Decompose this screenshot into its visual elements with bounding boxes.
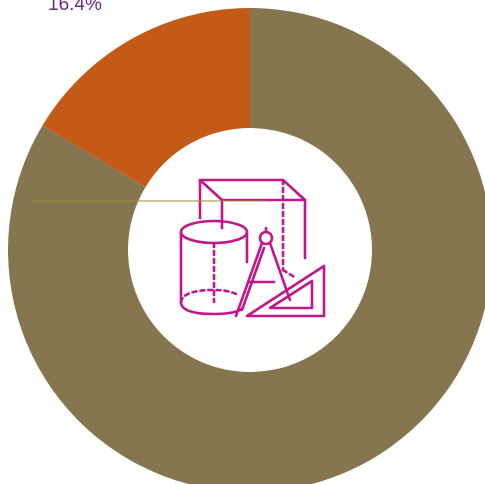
donut-slice-0 <box>8 8 485 484</box>
slice-percent-label: 16.4% <box>48 0 102 15</box>
geometry-tools-icon <box>179 178 326 318</box>
donut-hole <box>128 128 372 372</box>
